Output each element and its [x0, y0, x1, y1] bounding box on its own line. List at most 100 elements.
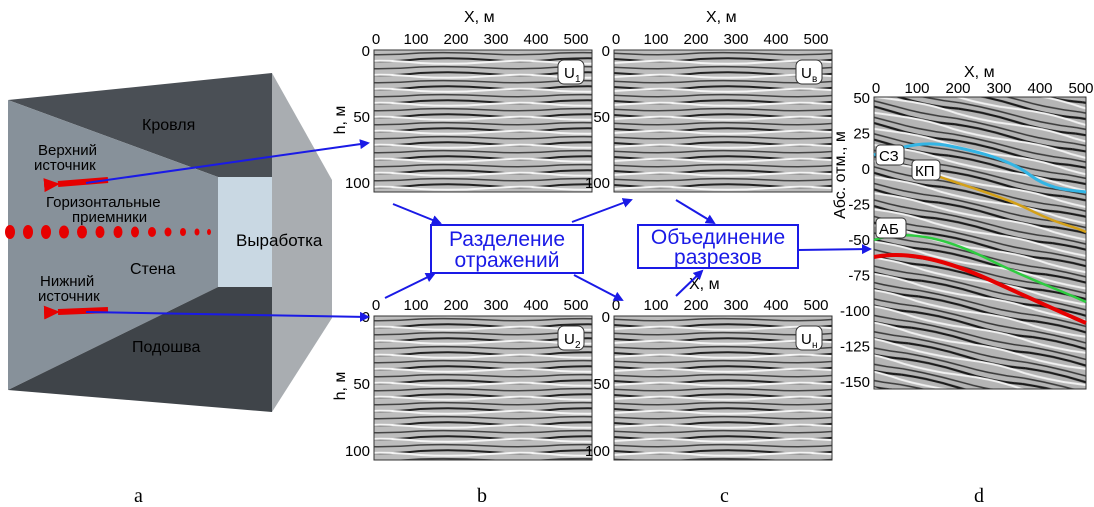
u2-x-tick: 0: [372, 297, 380, 314]
panel-a-mine-diagram: Кровля Верхний источник Горизонтальные п…: [5, 73, 332, 412]
un-h-tick: 50: [593, 376, 610, 393]
d-x-tick: 100: [904, 80, 929, 97]
roof-label: Кровля: [142, 117, 195, 134]
svg-text:н: н: [812, 340, 818, 351]
horizon-label-kp: КП: [915, 163, 935, 180]
svg-text:в: в: [812, 74, 817, 85]
svg-text:U: U: [564, 331, 575, 348]
lower-source-label-2: источник: [38, 288, 100, 305]
horizon-label-sz: СЗ: [879, 148, 899, 165]
d-y-tick: -75: [848, 268, 870, 285]
section-u1: [373, 49, 593, 193]
panel-d-merged-section: СЗ КП АБ: [873, 96, 1087, 390]
uv-h-tick: 100: [585, 175, 610, 192]
horizon-label-ab: АБ: [879, 221, 899, 238]
d-y-tick: -125: [840, 339, 870, 356]
svg-text:U: U: [801, 331, 812, 348]
horizon-ab-green-line: [873, 234, 1087, 304]
svg-text:Разделение: Разделение: [449, 228, 565, 251]
uv-x-tick: 300: [723, 31, 748, 48]
upper-source-label-2: источник: [34, 157, 96, 174]
un-x-tick: 100: [643, 297, 668, 314]
uv-h-tick: 0: [602, 43, 610, 60]
d-x-tick: 400: [1027, 80, 1052, 97]
arrow-separation-to-un: [573, 274, 624, 301]
d-y-tick: -100: [840, 303, 870, 320]
arrow-u1-to-separation: [392, 203, 442, 225]
floor-label: Подошва: [132, 339, 200, 356]
un-x-tick: 400: [763, 297, 788, 314]
u2-x-tick: 300: [483, 297, 508, 314]
d-y-tick: -25: [848, 197, 870, 214]
arrow-separation-to-uv: [571, 198, 633, 223]
svg-text:отражений: отражений: [455, 249, 560, 272]
caption-c: c: [720, 485, 729, 507]
d-y-tick: 25: [853, 126, 870, 143]
d-x-axis-title: X, м: [964, 64, 995, 81]
floor-face: [8, 287, 272, 412]
separation-box: Разделение отражений: [430, 224, 584, 274]
d-x-tick: 0: [872, 80, 880, 97]
receiver-array: [5, 225, 211, 239]
caption-b: b: [477, 485, 487, 507]
d-x-tick: 200: [945, 80, 970, 97]
u2-x-tick: 200: [443, 297, 468, 314]
horizon-sz-line: [873, 142, 1087, 194]
section-u2: [373, 315, 593, 461]
merge-box: Объединение разрезов: [637, 224, 799, 269]
un-badge: U н: [795, 325, 823, 351]
arrow-merge-to-d: [797, 244, 872, 255]
u1-x-tick: 500: [563, 31, 588, 48]
u2-x-tick: 500: [563, 297, 588, 314]
u1-x-tick: 400: [523, 31, 548, 48]
u1-h-tick: 100: [345, 175, 370, 192]
svg-text:Объединение: Объединение: [651, 226, 785, 249]
uv-x-tick: 500: [803, 31, 828, 48]
d-y-tick: 0: [862, 161, 870, 178]
caption-d: d: [974, 485, 984, 507]
u2-h-tick: 50: [353, 376, 370, 393]
excavation-opening: [218, 177, 272, 287]
d-x-tick: 300: [986, 80, 1011, 97]
svg-text:U: U: [801, 65, 812, 82]
arrow-upper-to-u1: [85, 139, 370, 184]
d-y-axis-title: Абс. отм., м: [832, 131, 849, 219]
arrow-uv-to-merge: [675, 199, 716, 225]
arrow-u2-to-separation: [384, 273, 436, 299]
u2-x-tick: 100: [403, 297, 428, 314]
side-face: [272, 73, 332, 412]
u2-h-axis-title: h, м: [332, 372, 349, 401]
flow-arrows: [85, 139, 872, 322]
receivers-label-1: Горизонтальные: [46, 194, 161, 211]
u2-h-tick: 100: [345, 443, 370, 460]
d-y-tick: -150: [840, 374, 870, 391]
svg-text:разрезов: разрезов: [674, 246, 762, 269]
u1-x-tick: 300: [483, 31, 508, 48]
uv-x-tick: 400: [763, 31, 788, 48]
u1-h-tick: 50: [353, 109, 370, 126]
u2-x-tick: 400: [523, 297, 548, 314]
uv-h-tick: 50: [593, 109, 610, 126]
un-x-axis-title: X, м: [689, 276, 720, 293]
wall-label: Стена: [130, 261, 175, 278]
arrow-un-to-merge: [675, 269, 704, 297]
lower-source-label-1: Нижний: [40, 273, 94, 290]
un-h-tick: 100: [585, 443, 610, 460]
u1-x-axis-title: X, м: [464, 9, 495, 26]
uv-x-tick: 100: [643, 31, 668, 48]
u1-badge: U 1: [557, 59, 585, 85]
svg-text:U: U: [564, 65, 575, 82]
svg-text:1: 1: [575, 74, 581, 85]
upper-source-label-1: Верхний: [38, 142, 97, 159]
lower-source-arrow: [43, 305, 109, 320]
horizon-ab-red-line: [873, 253, 1087, 325]
svg-text:2: 2: [575, 340, 581, 351]
u1-x-tick: 100: [403, 31, 428, 48]
roof-face: [8, 73, 272, 177]
excavation-label: Выработка: [236, 231, 323, 250]
horizon-kp-line: [914, 166, 1087, 234]
un-x-tick: 200: [683, 297, 708, 314]
arrow-lower-to-u2: [85, 311, 370, 322]
